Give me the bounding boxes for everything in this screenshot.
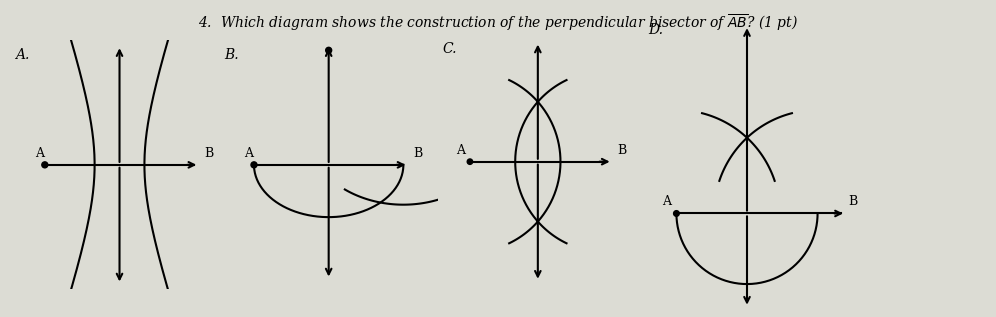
- Text: A: A: [35, 147, 45, 160]
- Text: B: B: [204, 147, 213, 160]
- Text: B.: B.: [224, 48, 239, 62]
- Text: D.: D.: [648, 23, 663, 37]
- Circle shape: [251, 162, 257, 168]
- Circle shape: [467, 159, 473, 165]
- Text: A: A: [662, 195, 671, 208]
- Text: B: B: [413, 147, 422, 160]
- Text: B: B: [849, 195, 858, 208]
- Circle shape: [326, 47, 332, 53]
- Text: 4.  Which diagram shows the construction of the perpendicular bisector of $\over: 4. Which diagram shows the construction …: [198, 13, 798, 33]
- Text: A.: A.: [15, 48, 29, 62]
- Circle shape: [42, 162, 48, 168]
- Text: A: A: [456, 144, 465, 157]
- Circle shape: [673, 211, 679, 216]
- Text: A: A: [244, 147, 254, 160]
- Text: B: B: [618, 144, 626, 157]
- Text: C.: C.: [443, 42, 457, 56]
